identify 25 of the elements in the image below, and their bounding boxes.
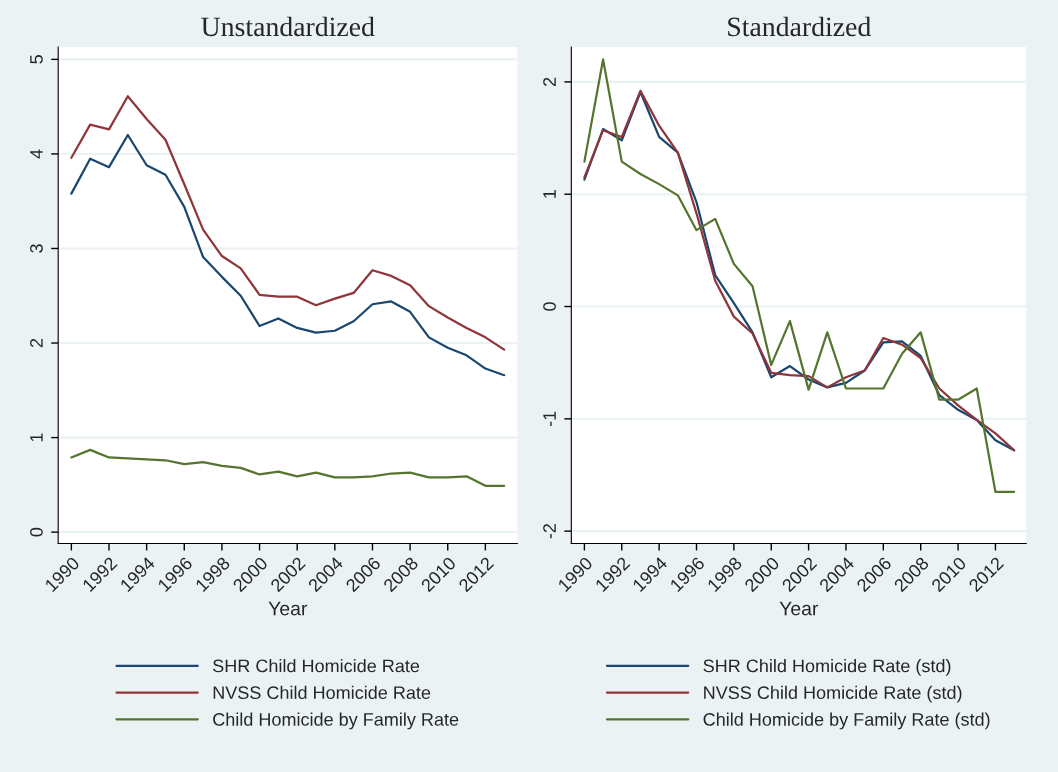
legend-label: SHR Child Homicide Rate (std) (703, 659, 951, 676)
line-series (70, 133, 506, 377)
legend-label: Child Homicide by Family Rate (213, 712, 459, 730)
y-tick-label: 4 (30, 149, 43, 159)
y-tick-label: 1 (30, 433, 43, 442)
legend-label: SHR Child Homicide Rate (213, 659, 420, 673)
chart-title: Unstandardized (201, 16, 375, 37)
y-tick-label: 2 (30, 338, 43, 348)
legend-label: NVSS Child Homicide Rate (std) (704, 685, 962, 703)
line-series (70, 95, 506, 351)
y-tick-label: 2 (543, 77, 556, 87)
y-tick-label: 1 (543, 190, 556, 198)
x-axis-title: Year (779, 601, 819, 616)
line-series (70, 448, 506, 487)
legend-label: Child Homicide by Family Rate (std) (703, 712, 990, 730)
line-series (583, 58, 1016, 493)
y-tick-label: -2 (543, 524, 556, 539)
y-tick-label: 0 (30, 527, 43, 537)
legend-label: NVSS Child Homicide Rate (213, 685, 431, 700)
y-tick-label: 3 (30, 244, 43, 253)
y-tick-label: 0 (543, 302, 556, 311)
y-tick-label: -1 (543, 411, 556, 427)
x-axis-title: Year (268, 601, 308, 616)
y-tick-label: 5 (30, 55, 43, 64)
chart-title: Standardized (728, 16, 871, 37)
